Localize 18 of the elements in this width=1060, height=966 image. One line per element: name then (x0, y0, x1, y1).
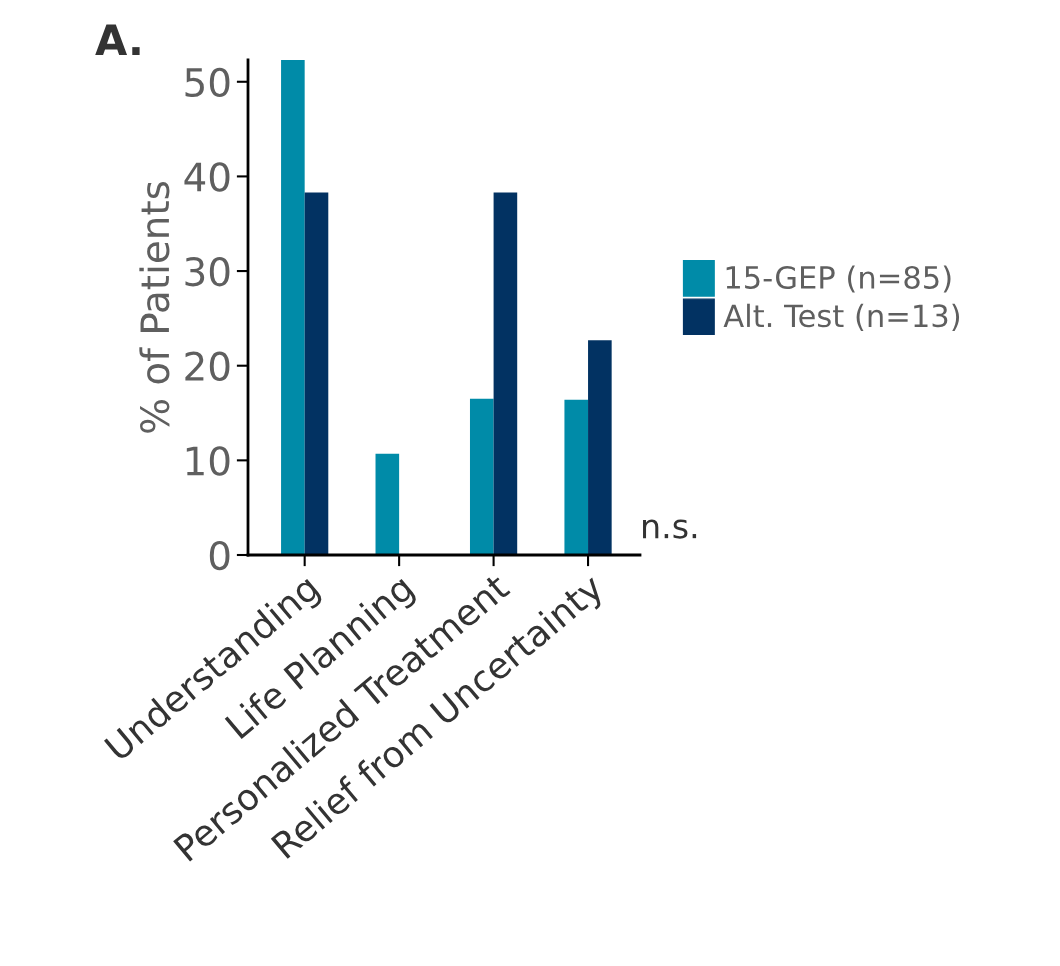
y-tick-label: 10 (186, 446, 230, 476)
bar (281, 60, 305, 555)
bar (493, 192, 518, 555)
y-axis-title: % of Patients (139, 181, 170, 433)
y-tick-label: 50 (185, 67, 230, 98)
bar (588, 340, 612, 555)
chart-title: A. (95, 24, 140, 55)
y-tick-label: 30 (185, 256, 230, 287)
legend-label: 15-GEP (n=85) (726, 265, 951, 293)
legend-label: Alt. Test (n=13) (723, 303, 960, 331)
y-tick-label: 40 (184, 162, 230, 192)
bar (304, 192, 329, 555)
bar (564, 399, 589, 555)
bar (469, 398, 494, 555)
y-tick-label: 20 (185, 351, 230, 382)
text: n.s. (643, 519, 697, 539)
y-tick-label: 0 (209, 540, 230, 571)
bar (375, 453, 400, 555)
